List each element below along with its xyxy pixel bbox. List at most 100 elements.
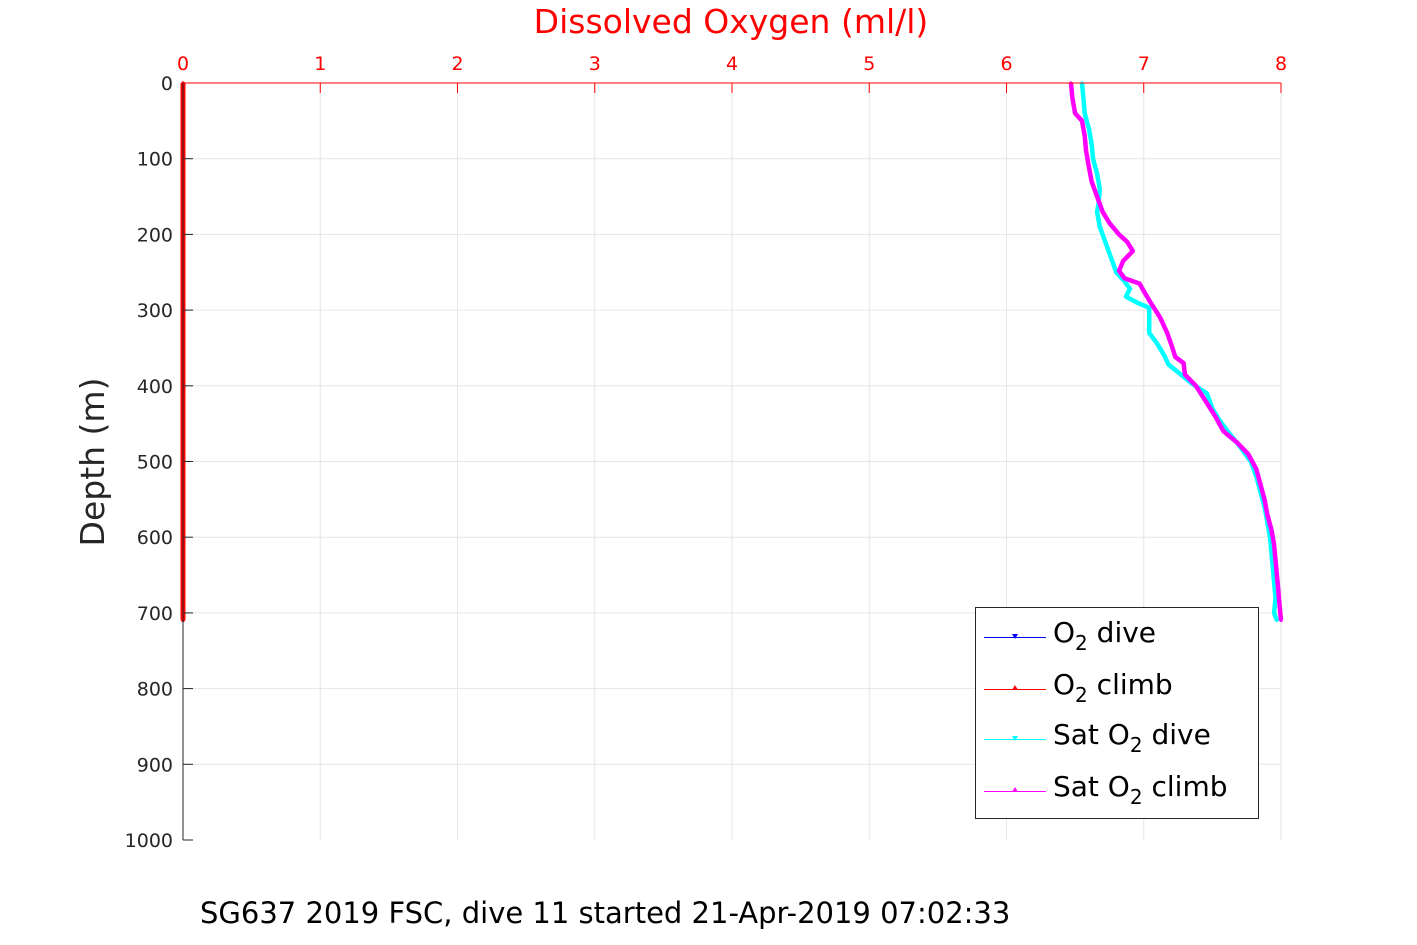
x-tick-label: 4	[726, 53, 738, 75]
legend-entry-o2-climb: O2 climb	[976, 660, 1258, 707]
data-point	[1142, 289, 1146, 293]
legend-entry-sat-o2-dive: Sat O2 dive	[976, 710, 1258, 757]
y-tick-label: 100	[137, 149, 173, 171]
x-tick-label: 2	[451, 53, 463, 75]
data-point	[1173, 355, 1177, 359]
data-point	[1169, 342, 1173, 346]
data-point	[1081, 96, 1085, 100]
series-line-sat-o2-climb	[1068, 82, 1284, 621]
y-axis-label: Depth (m)	[73, 378, 112, 547]
y-tick-label: 0	[161, 73, 173, 95]
x-tick-label: 5	[863, 53, 875, 75]
data-point	[1117, 232, 1121, 236]
legend-label: O2 climb	[1053, 668, 1173, 707]
y-tick-label: 400	[137, 376, 173, 398]
data-point	[1162, 353, 1166, 358]
data-point	[1089, 179, 1094, 184]
data-point	[1147, 306, 1151, 310]
data-point	[1254, 467, 1258, 471]
data-point	[1089, 141, 1094, 146]
series-line-sat-o2-dive	[1079, 82, 1280, 622]
data-point	[1091, 157, 1095, 161]
triangle-up-icon	[1012, 685, 1018, 690]
x-tick-label: 6	[1000, 53, 1012, 75]
data-point	[1183, 372, 1187, 377]
data-point	[1124, 294, 1128, 299]
y-tick-label: 700	[137, 603, 173, 625]
data-point	[1258, 482, 1263, 486]
x-tick-label: 7	[1138, 53, 1150, 75]
data-point	[1203, 399, 1208, 403]
data-point	[1273, 558, 1278, 562]
data-point	[1109, 255, 1113, 259]
data-point	[1271, 565, 1275, 570]
legend: O2 dive O2 climb Sat O2 dive Sat O2 clim…	[975, 607, 1259, 819]
data-point	[1269, 528, 1273, 532]
chart-title: Dissolved Oxygen (ml/l)	[534, 2, 929, 41]
y-tick-label: 900	[137, 754, 173, 776]
dive-caption: SG637 2019 FSC, dive 11 started 21-Apr-2…	[200, 896, 1011, 930]
data-point	[1087, 126, 1091, 131]
grid-lines	[183, 83, 1282, 840]
triangle-down-icon	[1012, 736, 1018, 741]
data-point	[1272, 611, 1276, 615]
y-tick-label: 800	[137, 679, 173, 701]
data-point	[1095, 172, 1099, 176]
data-point	[1122, 276, 1127, 280]
data-point	[1098, 225, 1102, 229]
triangle-up-icon	[1012, 787, 1018, 792]
data-point	[1179, 372, 1183, 377]
data-point	[1213, 414, 1217, 418]
data-point	[1103, 240, 1107, 244]
data-point	[1149, 300, 1153, 305]
y-tick-label: 600	[137, 527, 173, 549]
data-point	[1138, 282, 1142, 286]
data-point	[1083, 134, 1087, 138]
data-point	[1107, 221, 1112, 225]
data-point	[1221, 429, 1225, 433]
legend-label: Sat O2 dive	[1053, 718, 1211, 757]
data-point	[1272, 543, 1276, 547]
data-point	[1275, 573, 1279, 577]
data-point	[1269, 550, 1273, 554]
data-point	[1181, 361, 1186, 365]
x-tick-label: 1	[314, 53, 326, 75]
data-point	[1070, 96, 1074, 100]
data-point	[1279, 618, 1283, 623]
data-point	[1073, 111, 1077, 115]
data-point	[1095, 194, 1099, 199]
data-point	[1272, 581, 1276, 585]
y-tick-label: 200	[137, 224, 173, 246]
y-tick-label: 300	[137, 300, 173, 322]
data-point	[1080, 119, 1084, 123]
data-point	[1158, 316, 1162, 320]
data-point	[1100, 210, 1105, 214]
data-point	[1246, 452, 1250, 456]
data-point	[1083, 111, 1087, 115]
y-tick-label: 500	[137, 452, 173, 474]
data-point	[1125, 240, 1129, 244]
data-point	[1194, 384, 1198, 388]
data-point	[1273, 596, 1278, 600]
data-point	[1084, 149, 1088, 153]
data-point	[1135, 300, 1139, 305]
data-point	[1278, 603, 1282, 607]
legend-label: Sat O2 climb	[1053, 770, 1228, 809]
data-point	[1131, 249, 1135, 253]
y-tick-label: 1000	[125, 830, 173, 852]
legend-entry-o2-dive: O2 dive	[976, 608, 1258, 653]
data-point	[1128, 287, 1132, 291]
x-tick-label: 0	[177, 53, 189, 75]
data-point	[1265, 512, 1269, 517]
data-point	[1276, 588, 1280, 592]
data-point	[1121, 259, 1125, 263]
triangle-down-icon	[1012, 634, 1018, 639]
axes: 0 1 2 3 4 5 6 7 8 0 100 200 300 400 500 600 700 800 900 100…	[125, 53, 1287, 852]
data-point	[1095, 210, 1099, 214]
data-point	[1166, 363, 1171, 367]
legend-entry-sat-o2-climb: Sat O2 climb	[976, 762, 1258, 809]
data-point	[1117, 269, 1121, 273]
data-point	[1098, 187, 1102, 191]
data-point	[1275, 618, 1279, 623]
